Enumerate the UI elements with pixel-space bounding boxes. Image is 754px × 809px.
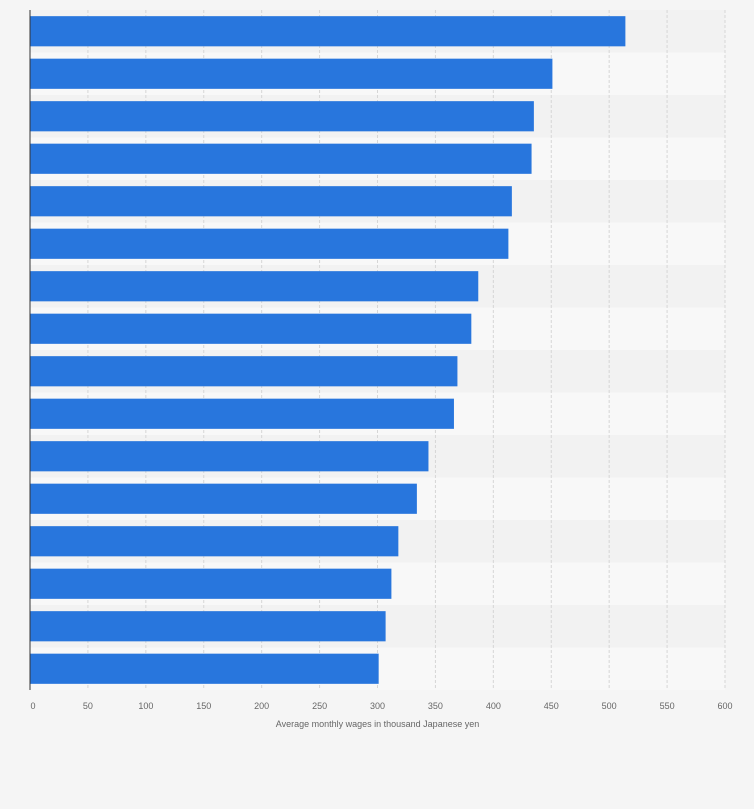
bar[interactable] <box>30 356 458 387</box>
bar[interactable] <box>30 16 626 47</box>
x-tick-label: 50 <box>83 701 93 711</box>
bar[interactable] <box>30 568 392 599</box>
bar[interactable] <box>30 143 532 174</box>
bar[interactable] <box>30 101 534 132</box>
x-tick-label: 300 <box>370 701 385 711</box>
bar[interactable] <box>30 653 379 684</box>
bar[interactable] <box>30 186 512 217</box>
bar[interactable] <box>30 58 553 89</box>
x-tick-label: 400 <box>486 701 501 711</box>
bar[interactable] <box>30 228 509 259</box>
x-tick-label: 550 <box>660 701 675 711</box>
bar[interactable] <box>30 611 386 642</box>
bars <box>30 16 626 684</box>
x-tick-label: 0 <box>30 701 35 711</box>
bar[interactable] <box>30 441 429 472</box>
x-tick-label: 450 <box>544 701 559 711</box>
x-tick-label: 100 <box>138 701 153 711</box>
x-tick-label: 250 <box>312 701 327 711</box>
bar[interactable] <box>30 271 479 302</box>
x-tick-labels: 0 50 100 150 200 250 300 350 400 450 500 550 600 <box>30 701 732 711</box>
x-tick-label: 150 <box>196 701 211 711</box>
x-axis-title: Average monthly wages in thousand Japane… <box>276 719 479 729</box>
x-tick-label: 200 <box>254 701 269 711</box>
x-tick-label: 600 <box>717 701 732 711</box>
bar[interactable] <box>30 398 454 429</box>
x-tick-label: 350 <box>428 701 443 711</box>
bar[interactable] <box>30 313 472 344</box>
bar[interactable] <box>30 526 399 557</box>
x-tick-label: 500 <box>602 701 617 711</box>
bar[interactable] <box>30 483 417 514</box>
